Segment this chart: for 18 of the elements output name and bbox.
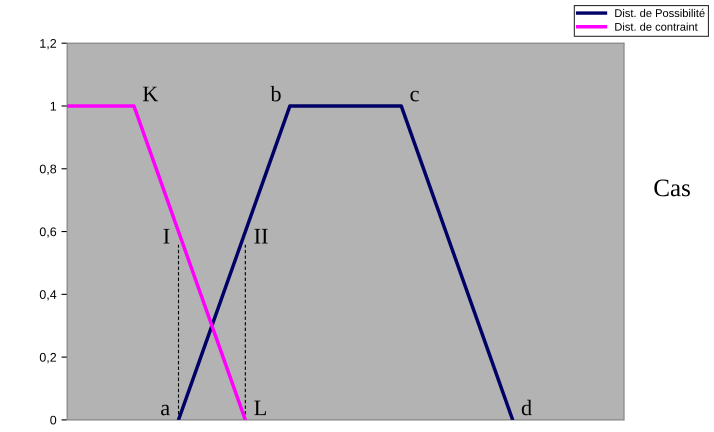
legend-label: Dist. de contraint: [615, 22, 698, 31]
y-tick-label: 0,2: [40, 352, 56, 364]
data-label: I: [164, 228, 170, 244]
y-tick-label: 1: [50, 102, 56, 111]
data-label: c: [410, 90, 419, 102]
y-tick-label: 0,6: [40, 227, 56, 238]
data-label: K: [142, 86, 158, 102]
data-label: b: [270, 86, 281, 102]
data-label: a: [161, 404, 170, 416]
y-tick-label: 0,4: [40, 290, 56, 300]
data-label: II: [254, 228, 268, 244]
y-tick-label: 0,8: [40, 164, 56, 175]
y-tick-label: 0: [50, 416, 56, 425]
data-label: d: [522, 400, 532, 416]
legend-label: Dist. de Possibilité: [615, 8, 705, 18]
data-label: L: [254, 400, 266, 416]
y-tick-label: 1,2: [40, 39, 56, 50]
text: Cas: [654, 180, 690, 196]
